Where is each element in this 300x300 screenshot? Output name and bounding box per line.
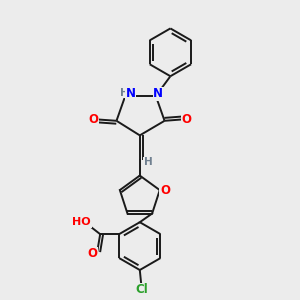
- Text: H: H: [120, 88, 129, 98]
- Text: O: O: [160, 184, 170, 196]
- Text: O: O: [87, 248, 97, 260]
- Text: Cl: Cl: [136, 283, 148, 296]
- Text: HO: HO: [73, 217, 91, 227]
- Text: O: O: [89, 113, 99, 126]
- Text: O: O: [182, 113, 191, 126]
- Text: N: N: [153, 87, 163, 100]
- Text: H: H: [144, 158, 152, 167]
- Text: N: N: [125, 87, 136, 100]
